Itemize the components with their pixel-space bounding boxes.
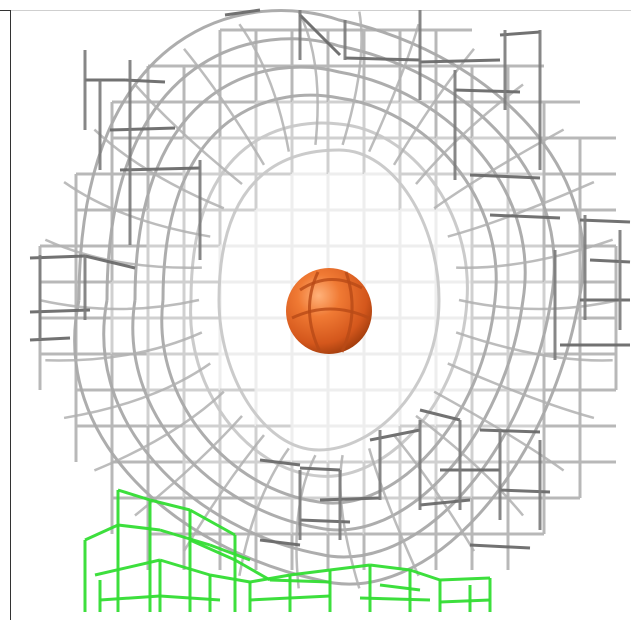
mesh-segment [409, 568, 441, 582]
mesh-segment [119, 166, 201, 172]
mesh-segment [234, 558, 271, 582]
mesh-contour [182, 434, 265, 552]
mesh-segment [209, 573, 251, 584]
mesh-contour [217, 148, 441, 452]
mesh-contour [456, 238, 614, 270]
mesh-segment [499, 30, 541, 37]
mesh-contour [368, 23, 420, 153]
mesh-segment [359, 596, 431, 602]
mesh-segment [259, 458, 301, 467]
mesh-contour [393, 434, 476, 552]
mesh-segment [94, 558, 161, 577]
mesh-segment [469, 543, 531, 550]
mesh-contour [102, 37, 556, 559]
mesh-segment [379, 583, 421, 592]
mesh-segment [329, 563, 371, 572]
mesh-contour [297, 11, 319, 145]
mesh-segment [454, 88, 521, 94]
mesh-grid-dark [29, 8, 631, 550]
mesh-segment [117, 523, 161, 532]
mesh-segment [369, 563, 411, 572]
mesh-contour [447, 362, 595, 420]
mesh-segment [269, 578, 331, 584]
mesh-contour [63, 362, 211, 420]
mesh-segment [29, 254, 86, 260]
mesh-segment [469, 173, 541, 180]
mesh-contour [183, 48, 266, 166]
mesh-contour [458, 298, 620, 311]
mesh-segment [419, 58, 501, 64]
mesh-contour [455, 331, 613, 362]
mesh-contour [433, 390, 565, 472]
mesh-segment [419, 408, 461, 422]
mesh-segment [109, 126, 176, 132]
mesh-contour [160, 93, 498, 505]
mesh-segment [319, 496, 381, 502]
mesh-segment [149, 498, 191, 512]
mesh-segment [159, 528, 211, 547]
viewport-left-border [10, 10, 11, 620]
mesh-segment [579, 218, 631, 224]
mesh-segment [299, 518, 351, 524]
mesh-segment [344, 56, 421, 62]
mesh-segment [299, 466, 341, 472]
mesh-contour [134, 83, 243, 186]
viewport-top-border [0, 10, 631, 11]
mesh-contour [339, 454, 361, 589]
mesh-segment [209, 543, 251, 562]
orange-sphere [286, 268, 372, 354]
mesh-segment [84, 254, 136, 270]
mesh-segment [224, 8, 261, 17]
viewport-corner-tick [0, 10, 10, 11]
mesh-segment [439, 598, 491, 604]
mesh-segment [189, 538, 236, 562]
mesh-contour [433, 128, 565, 210]
mesh-contour [45, 331, 203, 362]
mesh-contour [415, 83, 524, 185]
mesh-segment [419, 498, 471, 507]
mesh-segment [29, 336, 71, 342]
mesh-contour [415, 414, 525, 517]
mesh-contour [295, 454, 317, 589]
mesh-segment [479, 428, 541, 434]
mesh-contour [93, 128, 225, 210]
mesh-contour [38, 298, 200, 311]
mesh-contour [341, 11, 363, 146]
mesh-segment [439, 576, 491, 582]
mesh-segment [499, 488, 551, 494]
mesh-contour [73, 9, 585, 586]
mesh-contour [44, 238, 202, 270]
mesh-contour [189, 121, 469, 478]
mesh-contour [367, 448, 420, 577]
mesh-segment [249, 594, 331, 602]
mesh-segment [259, 538, 301, 547]
mesh-segment [159, 594, 221, 602]
mesh-segment [84, 523, 119, 542]
ligand-mesh-green [83, 488, 492, 612]
mesh-segment [159, 558, 211, 577]
mesh-segment [589, 258, 631, 264]
mesh-contour [238, 23, 291, 152]
mesh-contour [131, 65, 527, 532]
mesh-segment [298, 13, 342, 57]
mesh-segment [489, 213, 561, 220]
mesh-segment [189, 508, 236, 537]
mesh-contour [93, 390, 225, 472]
mesh-segment [369, 428, 421, 442]
mesh-segment [117, 488, 151, 502]
mesh-segment [289, 568, 331, 577]
mesh-segment [99, 594, 161, 602]
mesh-segment [124, 78, 166, 84]
